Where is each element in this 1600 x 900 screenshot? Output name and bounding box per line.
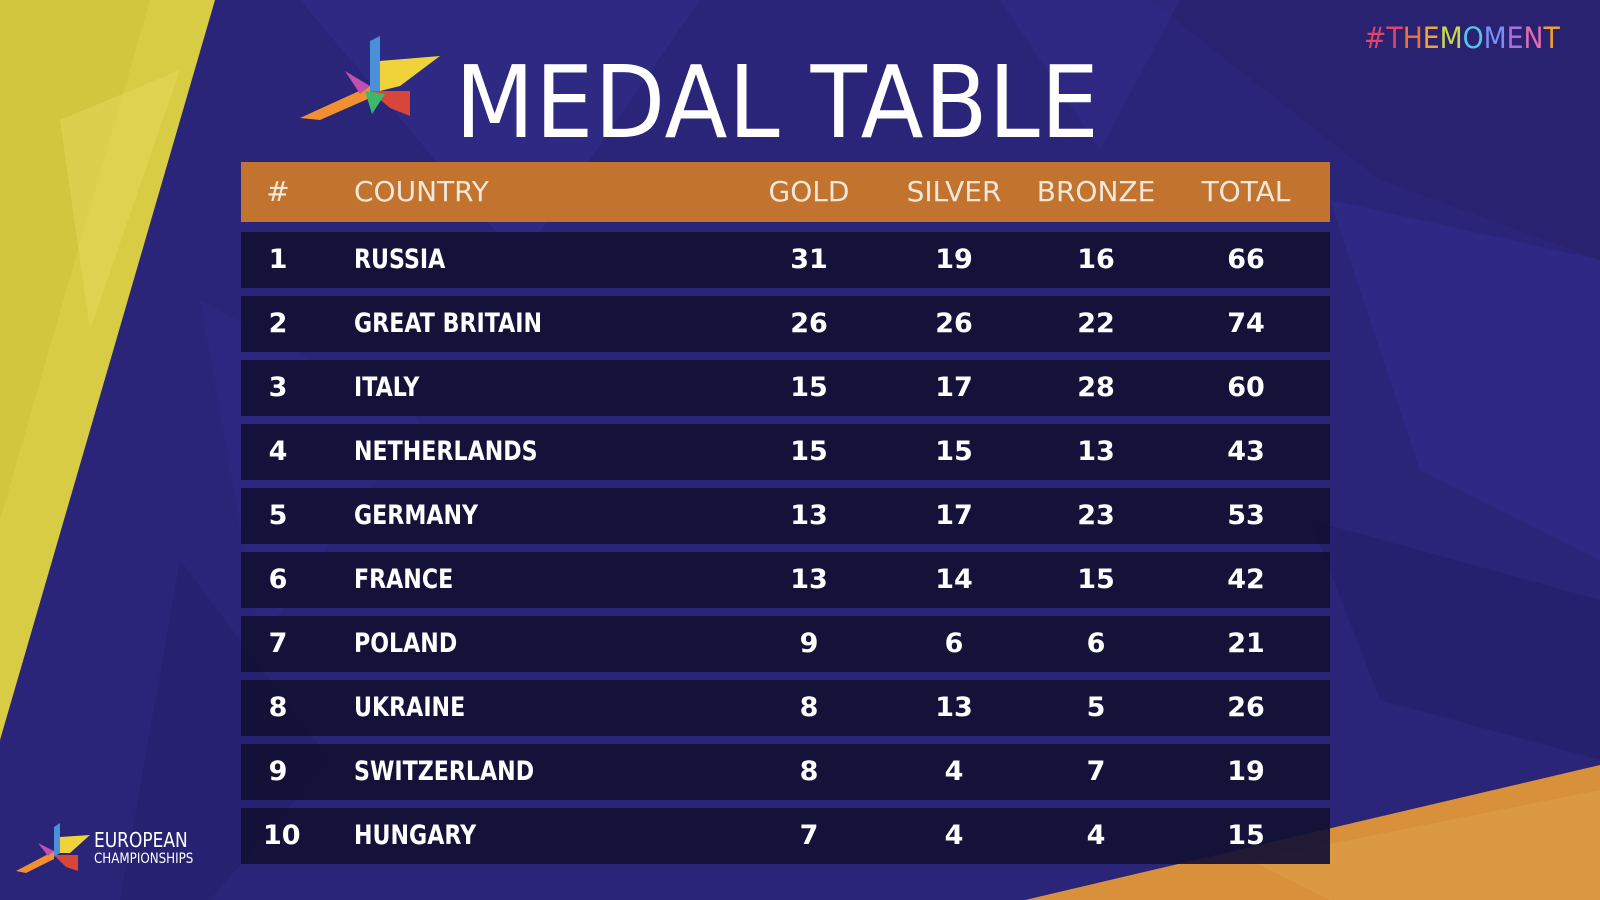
cell-silver: 4 [944,756,964,787]
cell-rank: 10 [263,820,301,851]
cell-silver: 17 [935,500,973,531]
medal-table: # COUNTRY GOLD SILVER BRONZE TOTAL 1 RUS… [241,162,1330,864]
cell-total: 42 [1227,564,1265,595]
hashtag-letter: O [1462,21,1484,55]
header-silver: SILVER [906,175,1002,208]
cell-country: POLAND [354,628,458,659]
hashtag-letter: M [1439,21,1463,55]
cell-gold: 7 [799,820,819,851]
cell-rank: 5 [268,500,288,531]
cell-rank: 4 [268,436,288,467]
table-body: 1 RUSSIA 31 19 16 66 2 GREAT BRITAIN 26 … [241,232,1330,864]
table-row: 10 HUNGARY 7 4 4 15 [241,808,1330,864]
cell-total: 60 [1227,372,1265,403]
brand-line-2: CHAMPIONSHIPS [94,851,194,867]
table-row: 7 POLAND 9 6 6 21 [241,616,1330,672]
cell-country: GERMANY [354,500,479,531]
cell-gold: 26 [790,308,828,339]
cell-bronze: 16 [1077,244,1115,275]
cell-silver: 6 [944,628,964,659]
table-row: 9 SWITZERLAND 8 4 7 19 [241,744,1330,800]
cell-total: 15 [1227,820,1265,851]
cell-bronze: 23 [1077,500,1115,531]
cell-total: 19 [1227,756,1265,787]
hashtag: #THEMOMENT [1364,20,1560,56]
hashtag-letter: T [1543,21,1560,55]
cell-silver: 26 [935,308,973,339]
table-row: 8 UKRAINE 8 13 5 26 [241,680,1330,736]
cell-rank: 3 [268,372,288,403]
cell-bronze: 5 [1086,692,1106,723]
cell-silver: 19 [935,244,973,275]
cell-gold: 15 [790,372,828,403]
cell-gold: 15 [790,436,828,467]
table-row: 1 RUSSIA 31 19 16 66 [241,232,1330,288]
hashtag-letter: M [1483,21,1507,55]
cell-gold: 13 [790,564,828,595]
cell-country: UKRAINE [354,692,466,723]
table-row: 2 GREAT BRITAIN 26 26 22 74 [241,296,1330,352]
hashtag-letter: T [1386,21,1403,55]
header-gold: GOLD [768,175,850,208]
cell-total: 26 [1227,692,1265,723]
cell-country: RUSSIA [354,244,446,275]
hashtag-letter: # [1364,21,1387,55]
cell-gold: 8 [799,692,819,723]
cell-rank: 9 [268,756,288,787]
table-row: 5 GERMANY 13 17 23 53 [241,488,1330,544]
cell-gold: 8 [799,756,819,787]
header-rank: # [266,175,290,208]
cell-country: FRANCE [354,564,454,595]
header-total: TOTAL [1201,175,1291,208]
cell-gold: 13 [790,500,828,531]
cell-country: NETHERLANDS [354,436,538,467]
cell-bronze: 7 [1086,756,1106,787]
cell-bronze: 22 [1077,308,1115,339]
cell-country: ITALY [354,372,420,403]
cell-rank: 8 [268,692,288,723]
cell-rank: 1 [268,244,288,275]
header-country: COUNTRY [354,175,489,208]
cell-country: HUNGARY [354,820,477,851]
hashtag-letter: N [1523,21,1544,55]
table-row: 4 NETHERLANDS 15 15 13 43 [241,424,1330,480]
table-header: # COUNTRY GOLD SILVER BRONZE TOTAL [241,162,1330,222]
cell-gold: 9 [799,628,819,659]
cell-silver: 13 [935,692,973,723]
page-title: MEDAL TABLE [455,44,1100,161]
cell-silver: 17 [935,372,973,403]
european-championships-logo: EUROPEAN CHAMPIONSHIPS [16,823,216,878]
cell-rank: 2 [268,308,288,339]
cell-gold: 31 [790,244,828,275]
cell-total: 66 [1227,244,1265,275]
championships-mark-icon [16,823,90,873]
table-row: 6 FRANCE 13 14 15 42 [241,552,1330,608]
cell-bronze: 6 [1086,628,1106,659]
cell-country: SWITZERLAND [354,756,535,787]
hashtag-letter: H [1402,21,1423,55]
cell-bronze: 13 [1077,436,1115,467]
cell-total: 43 [1227,436,1265,467]
hashtag-letter: E [1506,21,1524,55]
cell-rank: 7 [268,628,288,659]
brand-line-1: EUROPEAN [94,828,188,852]
cell-rank: 6 [268,564,288,595]
cell-silver: 15 [935,436,973,467]
cell-bronze: 28 [1077,372,1115,403]
hashtag-letter: E [1422,21,1440,55]
cell-silver: 14 [935,564,973,595]
header-bronze: BRONZE [1036,175,1156,208]
cell-silver: 4 [944,820,964,851]
cell-total: 74 [1227,308,1265,339]
cell-total: 21 [1227,628,1265,659]
cell-total: 53 [1227,500,1265,531]
cell-bronze: 15 [1077,564,1115,595]
cell-country: GREAT BRITAIN [354,308,543,339]
championships-logo-icon [300,36,440,120]
cell-bronze: 4 [1086,820,1106,851]
table-row: 3 ITALY 15 17 28 60 [241,360,1330,416]
